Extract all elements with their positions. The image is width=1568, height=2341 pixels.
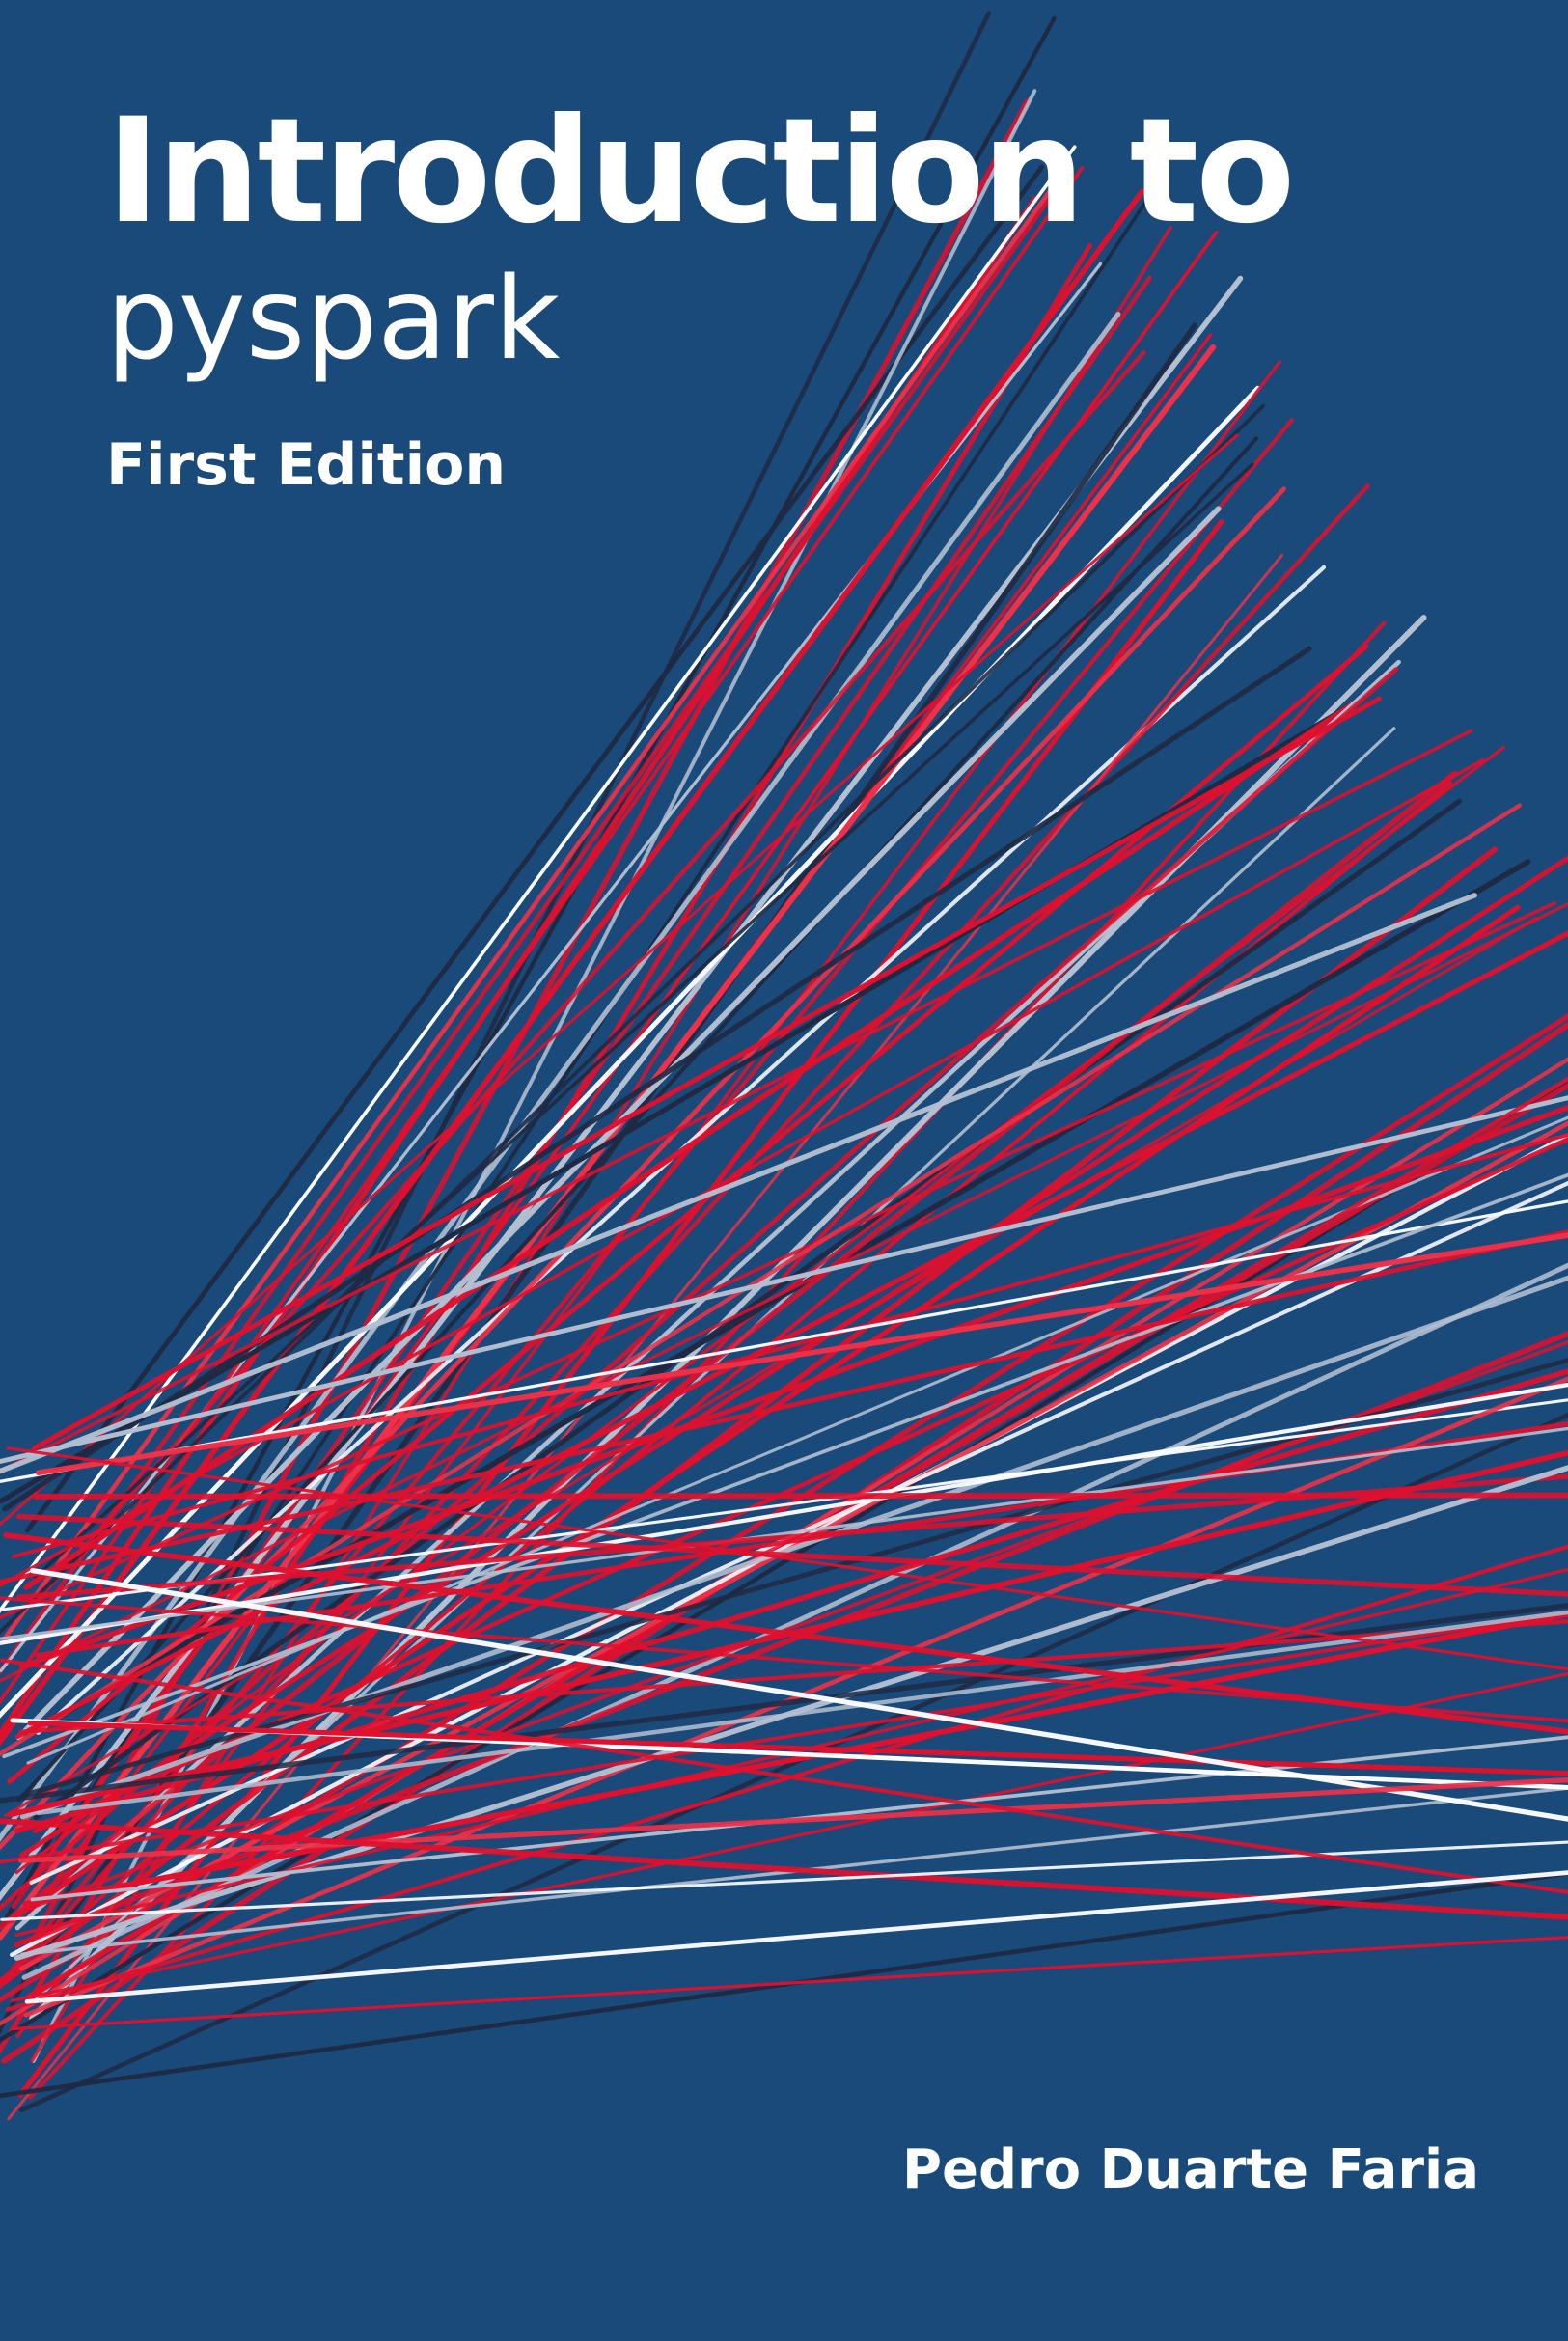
decorative-line [30, 1735, 1568, 1902]
decorative-line [6, 1446, 1568, 1671]
decorative-line [2, 646, 1312, 1512]
decorative-line [0, 1840, 1568, 1921]
decorative-line [0, 1818, 1568, 1920]
decorative-line [16, 436, 1259, 1803]
decorative-line [27, 1720, 1568, 1776]
title-block: Introduction to pyspark First Edition [106, 88, 1295, 500]
decorative-line [0, 1610, 1568, 1864]
decorative-line [0, 145, 1077, 1613]
decorative-line [0, 758, 1485, 1588]
decorative-line [10, 1671, 1568, 2002]
decorative-line [7, 644, 1369, 1784]
decorative-line [17, 1777, 1568, 1863]
decorative-line [33, 1492, 1568, 1500]
decorative-line [0, 1229, 1568, 1584]
decorative-line [8, 185, 1157, 1915]
decorative-line [35, 1232, 1568, 1475]
book-subtitle: pyspark [106, 251, 561, 385]
decorative-line [19, 1275, 1568, 1820]
decorative-line [7, 1449, 1568, 1818]
decorative-line [0, 1095, 1568, 1464]
decorative-line [0, 311, 1121, 1842]
decorative-line [14, 930, 1568, 1739]
decorative-line [31, 696, 1382, 1451]
decorative-line [11, 1935, 1568, 2031]
decorative-line [0, 1658, 1568, 1895]
decorative-line [24, 164, 1045, 1533]
decorative-line [36, 1610, 1568, 1816]
decorative-line [0, 667, 1399, 1912]
decorative-line [29, 349, 1146, 1609]
decorative-line [0, 901, 1556, 1620]
decorative-line [0, 166, 1085, 1705]
decorative-line [0, 1602, 1568, 1804]
decorative-line [15, 1513, 1568, 1597]
decorative-line [30, 1567, 1568, 1822]
decorative-line [0, 1382, 1568, 1646]
decorative-line [0, 893, 1478, 1474]
decorative-line [0, 729, 1473, 1473]
decorative-line [0, 403, 1266, 1636]
book-title: Introduction to [106, 88, 1295, 256]
decorative-line [0, 433, 1239, 1527]
decorative-line [0, 1596, 1568, 1723]
edition-label: First Edition [106, 431, 507, 500]
decorative-line [12, 1132, 1568, 1558]
decorative-line [5, 1544, 1568, 2012]
decorative-line [24, 1870, 1568, 2004]
decorative-line [33, 462, 1254, 1580]
decorative-line [25, 859, 1531, 1738]
decorative-line [0, 901, 1568, 1682]
author-name: Pedro Duarte Faria [901, 2138, 1479, 2201]
decorative-line [0, 1398, 1568, 1611]
decorative-line [0, 1199, 1568, 1483]
decorative-line [2, 1172, 1568, 1759]
decorative-line [0, 182, 1061, 1676]
